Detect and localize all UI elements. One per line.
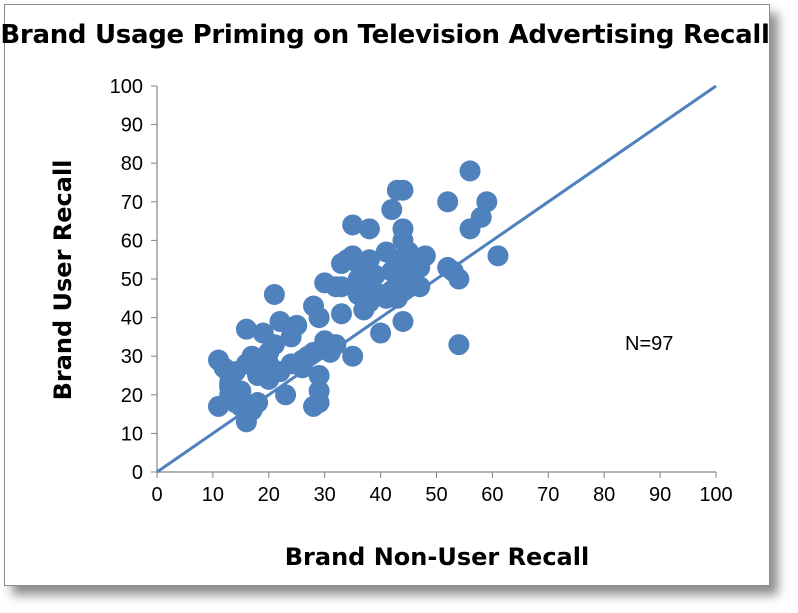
reference-line-group <box>156 84 717 474</box>
data-point <box>358 218 380 240</box>
data-point <box>342 214 364 236</box>
x-tick-label: 10 <box>202 484 224 506</box>
data-point <box>308 307 330 329</box>
data-point <box>448 334 470 356</box>
data-point <box>342 345 364 367</box>
data-point <box>308 392 330 414</box>
data-point <box>414 245 436 267</box>
y-tick-label: 20 <box>121 385 143 407</box>
x-tick-label: 60 <box>481 484 503 506</box>
data-point <box>386 260 408 282</box>
sample-size-annotation: N=97 <box>625 333 673 355</box>
y-tick-label: 80 <box>121 153 143 175</box>
data-point <box>263 283 285 305</box>
data-point <box>303 341 325 363</box>
x-axis-title: Brand Non-User Recall <box>285 543 589 571</box>
x-tick-label: 0 <box>151 484 162 506</box>
x-tick-label: 90 <box>649 484 671 506</box>
chart-title: Brand Usage Priming on Television Advert… <box>0 20 770 50</box>
data-point <box>370 322 392 344</box>
y-tick-label: 90 <box>121 115 143 137</box>
data-point <box>330 303 352 325</box>
x-tick-label: 40 <box>369 484 391 506</box>
data-point <box>286 314 308 336</box>
data-point <box>347 253 369 275</box>
y-tick-label: 70 <box>121 192 143 214</box>
y-tick-label: 30 <box>121 346 143 368</box>
y-tick-label: 100 <box>110 76 143 98</box>
x-tick-label: 20 <box>258 484 280 506</box>
data-point <box>263 334 285 356</box>
y-axis-title: Brand User Recall <box>49 160 77 401</box>
data-point <box>258 353 280 375</box>
data-point <box>381 199 403 221</box>
data-point <box>235 318 257 340</box>
data-point <box>308 365 330 386</box>
data-point <box>370 283 392 305</box>
x-tick-label: 50 <box>425 484 447 506</box>
data-point <box>459 160 481 182</box>
x-tick-label: 80 <box>593 484 615 506</box>
x-tick-label: 70 <box>537 484 559 506</box>
data-point <box>476 191 498 213</box>
data-point <box>325 276 347 298</box>
data-point <box>275 384 297 406</box>
data-point <box>487 245 509 267</box>
data-point <box>392 179 414 201</box>
y-tick-label: 60 <box>121 230 143 252</box>
data-point <box>409 276 431 298</box>
y-tick-label: 50 <box>121 269 143 291</box>
data-point <box>269 310 291 332</box>
y-tick-label: 40 <box>121 308 143 330</box>
y-tick-label: 10 <box>121 423 143 445</box>
x-tick-label: 100 <box>699 484 732 506</box>
data-point <box>392 310 414 332</box>
data-point <box>437 191 459 213</box>
data-point <box>230 380 252 402</box>
axes: 0 10 20 30 40 50 60 70 80 90 100 0 10 20 30 40 50 60 70 80 9… <box>110 76 733 506</box>
reference-line <box>156 84 717 474</box>
data-point <box>325 334 347 356</box>
data-point <box>448 268 470 290</box>
y-tick-label: 0 <box>132 462 143 484</box>
x-tick-label: 30 <box>314 484 336 506</box>
data-point <box>364 264 386 286</box>
data-points <box>207 160 509 433</box>
